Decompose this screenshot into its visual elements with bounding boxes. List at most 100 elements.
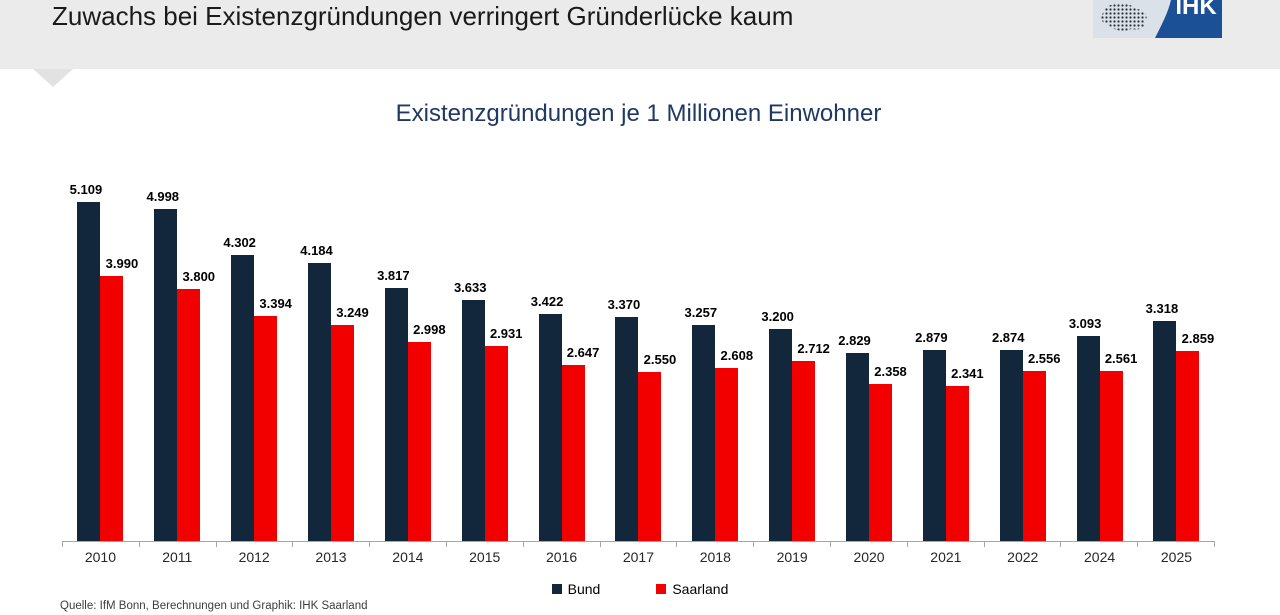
bar-bund-2013: 4.184 — [300, 243, 333, 541]
x-axis-label-2022: 2022 — [1007, 549, 1039, 565]
bar-value-label-saarland-2015: 2.931 — [489, 326, 523, 341]
bar-saarland-2019: 2.712 — [792, 341, 830, 541]
bar-group-2020: 2.829 2.358 — [831, 150, 908, 541]
bar-group-2017: 3.370 2.550 — [600, 150, 677, 541]
bar-bund-2010: 5.109 — [70, 182, 102, 541]
axis-tick-cell — [62, 542, 140, 547]
bar-value-label-bund-2024: 3.093 — [1068, 316, 1102, 331]
bar-bund-2020: 2.829 — [838, 333, 871, 541]
bar-bund-2014: 3.817 — [377, 268, 410, 541]
legend: Bund Saarland — [0, 581, 1280, 597]
x-axis-label-2018: 2018 — [699, 549, 731, 565]
bar-bund-2012: 4.302 — [223, 235, 256, 541]
axis-tick-cell — [524, 542, 601, 547]
bar-saarland-2014: 2.998 — [407, 322, 446, 541]
bar-group-2025: 3.318 2.859 — [1138, 150, 1215, 541]
bar-bund-2018: 3.257 — [685, 305, 717, 541]
bar-value-label-bund-2011: 4.998 — [146, 189, 180, 204]
bar-group-2011: 4.998 3.800 — [139, 150, 216, 541]
bar-group-2022: 2.874 2.556 — [984, 150, 1061, 541]
x-axis-label-2019: 2019 — [776, 549, 808, 565]
bar-value-label-bund-2012: 4.302 — [223, 235, 256, 250]
bar-saarland-2024: 2.561 — [1099, 351, 1137, 541]
bar-group-2021: 2.879 2.341 — [907, 150, 984, 541]
bar-value-label-bund-2025: 3.318 — [1145, 301, 1179, 316]
legend-label-saarland: Saarland — [672, 581, 729, 597]
axis-tick-cell — [754, 542, 831, 547]
page-title: Zuwachs bei Existenzgründungen verringer… — [52, 1, 794, 31]
bar-saarland-2011: 3.800 — [177, 269, 215, 541]
source-note: Quelle: IfM Bonn, Berechnungen und Graph… — [60, 600, 368, 612]
bar-value-label-bund-2016: 3.422 — [530, 294, 564, 309]
bar-bund-2017: 3.370 — [608, 297, 640, 541]
x-axis — [62, 541, 1215, 547]
bar-value-label-saarland-2014: 2.998 — [413, 322, 446, 337]
x-axis-labels: 2010 2011 2012 2013 2014 2015 2016 2017 2018 2019… — [62, 549, 1215, 565]
x-axis-label-2025: 2025 — [1160, 549, 1193, 565]
bar-value-label-saarland-2020: 2.358 — [874, 364, 907, 379]
bar-saarland-2012: 3.394 — [254, 296, 292, 541]
x-axis-label-2013: 2013 — [315, 549, 347, 565]
bar-saarland-2025: 2.859 — [1176, 331, 1214, 541]
bar-value-label-saarland-2022: 2.556 — [1027, 351, 1061, 366]
saarland-swatch-icon — [656, 584, 667, 594]
bar-saarland-2021: 2.341 — [945, 366, 984, 541]
bar-value-label-saarland-2025: 2.859 — [1181, 331, 1215, 346]
x-axis-label-2024: 2024 — [1084, 549, 1116, 565]
axis-tick-cell — [447, 542, 524, 547]
bar-value-label-bund-2020: 2.829 — [838, 333, 871, 348]
bar-value-label-bund-2017: 3.370 — [607, 297, 641, 312]
bar-saarland-2018: 2.608 — [715, 348, 753, 541]
axis-tick-cell — [601, 542, 678, 547]
bar-bund-2021: 2.879 — [915, 330, 948, 541]
axis-tick-cell — [1138, 542, 1215, 547]
axis-tick-cell — [677, 542, 755, 547]
bar-value-label-saarland-2021: 2.341 — [951, 366, 984, 381]
x-axis-label-2012: 2012 — [238, 549, 270, 565]
axis-tick-cell — [908, 542, 985, 547]
bar-value-label-saarland-2019: 2.712 — [797, 341, 830, 356]
legend-label-bund: Bund — [567, 581, 601, 597]
bar-value-label-saarland-2010: 3.990 — [105, 256, 139, 271]
bar-value-label-bund-2014: 3.817 — [377, 268, 410, 283]
axis-tick-cell — [831, 542, 908, 547]
bar-value-label-bund-2019: 3.200 — [761, 309, 794, 324]
bar-bund-2025: 3.318 — [1146, 301, 1178, 541]
legend-item-saarland: Saarland — [656, 581, 728, 597]
bar-group-2018: 3.257 2.608 — [677, 150, 754, 541]
axis-tick-cell — [293, 542, 371, 547]
bar-saarland-2015: 2.931 — [484, 326, 522, 541]
x-axis-label-2010: 2010 — [84, 549, 116, 565]
bar-saarland-2022: 2.556 — [1022, 351, 1061, 541]
logo-blue-panel — [1155, 0, 1222, 38]
bar-saarland-2016: 2.647 — [561, 345, 599, 541]
x-axis-label-2014: 2014 — [392, 549, 424, 565]
bar-group-2016: 3.422 2.647 — [523, 150, 600, 541]
bar-group-2015: 3.633 2.931 — [446, 150, 523, 541]
x-axis-label-2021: 2021 — [930, 549, 962, 565]
ihk-logo: IHK — [1093, 0, 1222, 38]
bar-bund-2011: 4.998 — [147, 189, 179, 541]
bar-value-label-saarland-2024: 2.561 — [1104, 351, 1138, 366]
ihk-logo-svg: IHK — [1093, 0, 1222, 38]
axis-tick-cell — [140, 542, 217, 547]
bar-value-label-bund-2018: 3.257 — [684, 305, 718, 320]
x-axis-label-2011: 2011 — [162, 549, 193, 565]
bar-value-label-saarland-2017: 2.550 — [643, 352, 677, 367]
x-axis-label-2015: 2015 — [469, 549, 501, 565]
axis-tick-cell — [1061, 542, 1139, 547]
header-pointer-triangle — [33, 69, 73, 87]
x-axis-label-2020: 2020 — [853, 549, 885, 565]
plot-area: 5.109 3.990 4.998 3.800 4.302 3.394 4.184 3.249… — [62, 150, 1215, 541]
bar-value-label-saarland-2013: 3.249 — [336, 305, 369, 320]
bar-value-label-saarland-2018: 2.608 — [720, 348, 754, 363]
bar-value-label-bund-2022: 2.874 — [991, 330, 1025, 345]
axis-tick-cell — [985, 542, 1062, 547]
bar-group-2019: 3.200 2.712 — [754, 150, 831, 541]
bar-value-label-bund-2013: 4.184 — [300, 243, 333, 258]
chart-title: Existenzgründungen je 1 Millionen Einwoh… — [395, 100, 882, 127]
bar-saarland-2017: 2.550 — [638, 352, 676, 541]
bar-group-2012: 4.302 3.394 — [216, 150, 293, 541]
bar-value-label-saarland-2012: 3.394 — [259, 296, 292, 311]
bar-value-label-bund-2010: 5.109 — [69, 182, 103, 197]
